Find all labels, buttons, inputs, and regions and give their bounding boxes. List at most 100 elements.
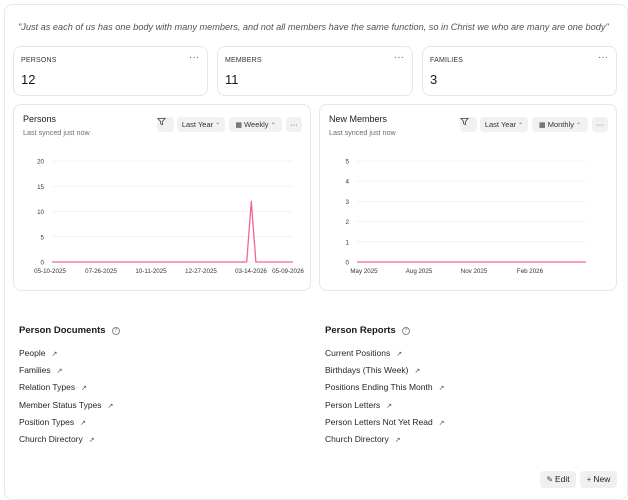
section-title: Person Reports [325,325,396,336]
doc-link-position-types[interactable]: Position Types ↗ [19,417,86,427]
chevron-up-down-icon: ⌃ [215,123,221,129]
chevron-up-down-icon: ⌃ [270,123,276,129]
range-value: Last Year [181,120,214,129]
new-label: New [593,474,611,484]
y-tick-label: 0 [41,260,45,267]
x-tick-label: 05-10-2025 [34,268,66,275]
link-label: Church Directory [325,434,389,444]
y-tick-label: 1 [346,239,350,246]
arrow-up-right-icon: ↗ [88,437,95,444]
edit-button[interactable]: ✎ Edit [540,471,576,488]
arrow-up-right-icon: ↗ [80,420,87,427]
link-label: Positions Ending This Month [325,382,433,392]
link-label: Birthdays (This Week) [325,365,409,375]
arrow-up-right-icon: ↗ [386,403,393,410]
plus-icon: + [586,475,592,484]
more-horizontal-icon[interactable]: ··· [394,52,404,63]
doc-link-relation-types[interactable]: Relation Types ↗ [19,382,87,392]
y-tick-label: 4 [346,179,350,186]
interval-select[interactable]: ▦ Monthly ⌃ [532,117,588,132]
interval-select[interactable]: ▦ Weekly ⌃ [229,117,282,132]
report-link-church-directory[interactable]: Church Directory ↗ [325,434,401,444]
chart-more-button[interactable]: ··· [592,117,608,132]
persons-chart: 0 5 10 15 20 05-10-2025 07-26-2025 10-11-2025 12… [34,159,304,276]
doc-link-families[interactable]: Families ↗ [19,365,63,375]
y-tick-label: 0 [346,260,350,267]
last-synced-text: Last synced just now [329,128,396,137]
link-label: Current Positions [325,348,391,358]
edit-label: Edit [555,474,570,484]
filter-icon [157,117,166,126]
stat-card-members[interactable]: MEMBERS 11 ··· [217,46,413,96]
report-link-positions-ending[interactable]: Positions Ending This Month ↗ [325,382,444,392]
y-tick-label: 10 [37,209,44,216]
arrow-up-right-icon: ↗ [414,368,421,375]
chart-more-button[interactable]: ··· [286,117,302,132]
doc-link-people[interactable]: People ↗ [19,348,57,358]
y-tick-label: 3 [346,199,350,206]
range-select[interactable]: Last Year ⌃ [480,117,528,132]
interval-value: Monthly [547,120,574,129]
new-members-chart-card: 0 1 2 3 4 5 May 2025 Aug 2025 Nov 2025 Feb 2026 N… [319,104,617,291]
link-label: Member Status Types [19,400,102,410]
stat-label: FAMILIES [430,57,464,64]
arrow-up-right-icon: ↗ [56,368,63,375]
link-label: Church Directory [19,434,83,444]
range-value: Last Year [484,120,517,129]
link-label: Person Letters [325,400,381,410]
series-line [52,200,293,263]
filter-button[interactable] [460,117,477,132]
calendar-icon: ▦ [235,122,243,129]
doc-link-church-directory[interactable]: Church Directory ↗ [19,434,95,444]
chevron-up-down-icon: ⌃ [518,123,524,129]
arrow-up-right-icon: ↗ [394,437,401,444]
stat-card-persons[interactable]: PERSONS 12 ··· [13,46,208,96]
more-horizontal-icon: ··· [596,120,604,129]
calendar-icon: ▦ [538,122,546,129]
persons-chart-card: 0 5 10 15 20 05-10-2025 07-26-2025 10-11-2025 12… [13,104,311,291]
link-label: Relation Types [19,382,76,392]
arrow-up-right-icon: ↗ [81,385,87,392]
stat-label: MEMBERS [225,57,262,64]
x-tick-label: 10-11-2025 [135,268,167,275]
x-tick-label: 05-09-2026 [272,268,304,275]
more-horizontal-icon[interactable]: ··· [598,52,608,63]
filter-button[interactable] [157,117,174,132]
x-tick-label: Feb 2026 [517,268,544,275]
stat-value: 12 [21,72,36,87]
more-horizontal-icon[interactable]: ··· [189,52,199,63]
interval-value: Weekly [244,120,269,129]
new-button[interactable]: + New [580,471,617,488]
x-tick-label: Nov 2025 [461,268,488,275]
help-circle-icon[interactable]: ? [401,327,410,335]
arrow-up-right-icon: ↗ [438,385,445,392]
report-link-birthdays[interactable]: Birthdays (This Week) ↗ [325,365,420,375]
stat-card-families[interactable]: FAMILIES 3 ··· [422,46,617,96]
x-tick-label: 03-14-2026 [235,268,267,275]
arrow-up-right-icon: ↗ [438,420,445,427]
x-tick-label: Aug 2025 [406,268,433,275]
link-label: Families [19,365,51,375]
edit-icon: ✎ [546,475,554,484]
stat-label: PERSONS [21,57,57,64]
chevron-up-down-icon: ⌃ [575,123,581,129]
arrow-up-right-icon: ↗ [107,403,114,410]
link-label: Person Letters Not Yet Read [325,417,433,427]
person-reports-heading: Person Reports? [325,325,410,336]
range-select[interactable]: Last Year ⌃ [177,117,225,132]
report-link-person-letters[interactable]: Person Letters ↗ [325,400,392,410]
filter-icon [460,117,469,126]
last-synced-text: Last synced just now [23,128,90,137]
stat-value: 11 [225,72,239,87]
y-tick-label: 15 [37,184,44,191]
report-link-letters-not-read[interactable]: Person Letters Not Yet Read ↗ [325,417,445,427]
x-tick-label: May 2025 [350,268,378,275]
y-tick-label: 5 [346,159,350,166]
report-link-current-positions[interactable]: Current Positions ↗ [325,348,402,358]
arrow-up-right-icon: ↗ [396,351,403,358]
y-tick-label: 5 [41,234,45,241]
x-tick-label: 12-27-2025 [185,268,217,275]
help-circle-icon[interactable]: ? [111,327,120,335]
doc-link-member-status-types[interactable]: Member Status Types ↗ [19,400,113,410]
link-label: Position Types [19,417,75,427]
